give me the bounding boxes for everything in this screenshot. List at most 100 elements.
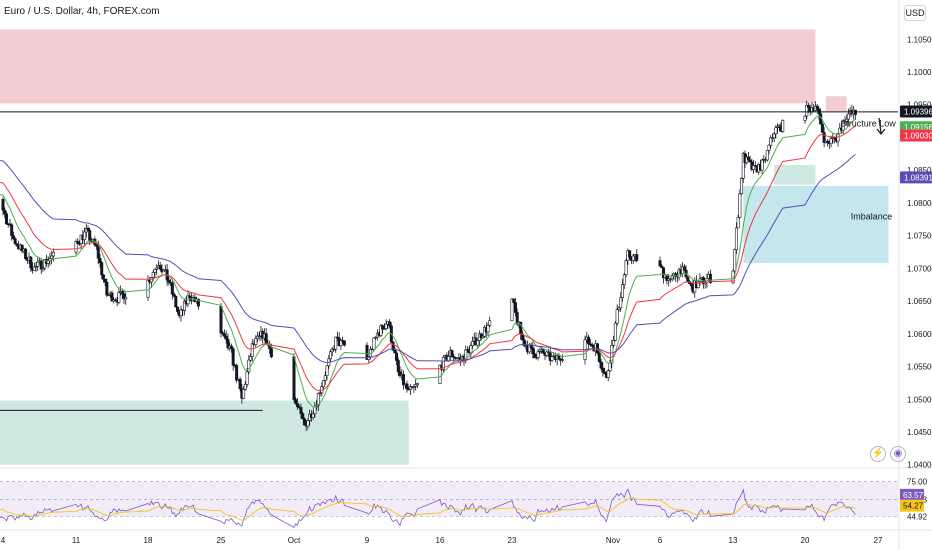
- candle-body: [820, 123, 824, 133]
- candle-body: [393, 349, 397, 354]
- rsi-tick-label: 44.92: [907, 512, 928, 521]
- candle-body: [384, 323, 388, 330]
- candle-body: [76, 241, 80, 244]
- candle-body: [471, 341, 475, 346]
- candle-body: [619, 297, 623, 309]
- candle-body: [50, 255, 54, 259]
- candle-body: [382, 328, 386, 330]
- candle-body: [476, 340, 480, 346]
- candle-body: [557, 355, 561, 360]
- candle-body: [153, 269, 157, 273]
- candle-body: [301, 413, 305, 420]
- candle-body: [843, 121, 847, 123]
- candle-body: [335, 336, 339, 339]
- candle-body: [155, 267, 159, 270]
- rsi-tick-label: 75.00: [907, 478, 928, 487]
- candle-body: [257, 335, 261, 337]
- ema-fast-line: [0, 115, 856, 408]
- candle-body: [15, 243, 19, 246]
- zone-imbalance: [743, 185, 889, 264]
- candle-body: [667, 278, 671, 282]
- tradingview-logo-icon[interactable]: ◉: [890, 446, 906, 462]
- candle-body: [1, 199, 5, 211]
- candle-body: [306, 420, 310, 427]
- candle-body: [545, 351, 549, 356]
- candle-body: [533, 353, 537, 359]
- price-label-box: [900, 129, 932, 142]
- y-tick-label: 1.04500: [907, 428, 932, 437]
- candle-body: [219, 305, 223, 334]
- candle-body: [11, 235, 15, 240]
- candle-body: [297, 406, 301, 408]
- candle-body: [243, 384, 247, 390]
- candle-body: [34, 265, 38, 268]
- candle-body: [294, 399, 298, 404]
- candle-body: [264, 333, 268, 345]
- candle-body: [101, 274, 105, 280]
- candle-body: [365, 344, 369, 360]
- candle-body: [613, 322, 617, 341]
- zone-demand: [0, 400, 409, 465]
- time-axis: 4 11 18 25 Oct 9 16 23 Nov 6 13 20 27: [1, 536, 883, 545]
- candle-body: [117, 292, 121, 303]
- candle-body: [405, 383, 409, 390]
- y-tick-label: 1.06000: [907, 330, 932, 339]
- candle-body: [846, 113, 850, 120]
- candle-body: [541, 349, 545, 354]
- candle-body: [740, 178, 744, 195]
- candle-body: [172, 293, 176, 297]
- candle-body: [658, 260, 662, 267]
- candle-body: [590, 344, 594, 347]
- candle-body: [176, 306, 180, 312]
- candle-body: [110, 292, 114, 302]
- candle-body: [599, 361, 603, 369]
- zones-layer: [0, 29, 889, 465]
- candle-body: [767, 144, 771, 151]
- candle-body: [95, 244, 99, 247]
- candle-body: [522, 339, 526, 346]
- candle-body: [231, 348, 235, 366]
- rsi-label-text: 54.27: [903, 502, 924, 511]
- x-tick-label: 4: [1, 536, 6, 545]
- lightning-icon[interactable]: ⚡: [870, 446, 886, 462]
- price-label-text: 1.09396: [904, 108, 932, 117]
- currency-button[interactable]: USD: [904, 5, 926, 21]
- candle-body: [103, 278, 107, 283]
- candle-body: [323, 375, 327, 381]
- price-axis: 1.105001.100001.095001.090001.085001.080…: [900, 35, 932, 470]
- candle-body: [628, 250, 632, 258]
- candle-body: [247, 359, 251, 373]
- candle-body: [738, 193, 742, 218]
- price-label-text: 1.08391: [904, 173, 932, 182]
- candle-body: [469, 345, 473, 354]
- candle-body: [98, 258, 102, 263]
- rsi-label-box: [900, 499, 924, 512]
- x-tick-label: 6: [658, 536, 663, 545]
- candle-body: [374, 336, 378, 339]
- x-tick-label: 27: [874, 536, 883, 545]
- candle-body: [395, 352, 399, 361]
- candle-body: [51, 251, 55, 257]
- down-arrow-icon: [876, 117, 886, 135]
- candle-body: [174, 296, 178, 308]
- rsi-ma-line: [0, 497, 856, 521]
- candle-body: [826, 140, 830, 143]
- candle-body: [733, 249, 737, 272]
- candle-body: [765, 150, 769, 161]
- annotations-layer: Structure Low Imbalance: [840, 117, 896, 221]
- horizontal-lines-layer: [0, 111, 898, 411]
- candle-body: [550, 356, 554, 361]
- candle-body: [841, 121, 845, 131]
- candle-body: [4, 213, 8, 225]
- y-tick-label: 1.04000: [907, 461, 932, 470]
- candle-body: [660, 265, 664, 269]
- candle-body: [222, 333, 226, 337]
- candle-body: [88, 230, 92, 241]
- y-tick-label: 1.10500: [907, 35, 932, 44]
- candle-body: [631, 255, 635, 261]
- candle-body: [100, 262, 104, 276]
- x-tick-label: 23: [508, 536, 517, 545]
- rsi-label-text: 63.57: [903, 491, 924, 500]
- candle-body: [776, 126, 780, 129]
